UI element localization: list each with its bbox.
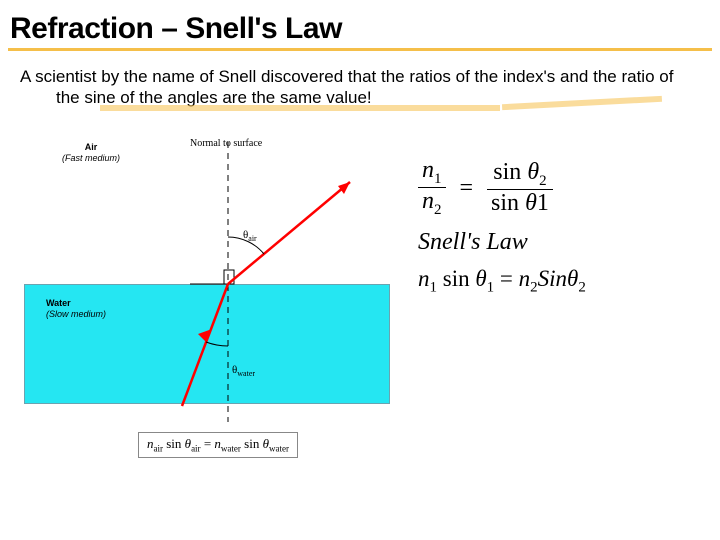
n2: n — [422, 188, 434, 214]
air-bold: Air — [85, 142, 98, 152]
n1: n — [422, 157, 434, 183]
water-bold: Water — [46, 298, 71, 308]
theta-air-sub: air — [248, 234, 256, 243]
normal-label: Normal to surface — [190, 138, 262, 149]
sin-top: sin — [493, 159, 521, 185]
eq-sign-1: = — [452, 175, 482, 201]
slide-title: Refraction – Snell's Law — [0, 0, 720, 50]
ratio-equation: n1 n2 = sin θ2 sin θ1 — [418, 157, 586, 219]
n1sub: 1 — [434, 171, 442, 187]
diagram-equation: nair sin θair = nwater sin θwater — [138, 432, 298, 458]
r2-sin1: sin — [437, 266, 475, 291]
air-italic: (Fast medium) — [62, 153, 120, 163]
r2-sin2: Sin — [538, 266, 567, 291]
diagram-svg — [20, 142, 390, 452]
frac-right: sin θ2 sin θ1 — [487, 159, 553, 217]
r2-t2: θ — [567, 266, 578, 291]
th-top: θ — [527, 159, 539, 185]
theta-air-label: θair — [243, 229, 257, 243]
snell-law-label: Snell's Law — [418, 229, 586, 256]
refracted-ray — [182, 284, 228, 406]
theta-water-sub: water — [237, 369, 255, 378]
snells-law-equations: n1 n2 = sin θ2 sin θ1 Snell's Law n1 sin… — [418, 157, 586, 296]
water-angle-arc — [206, 342, 228, 346]
r2-n1s: 1 — [430, 279, 438, 295]
r2-t2s: 2 — [578, 279, 586, 295]
frac-left: n1 n2 — [418, 157, 446, 219]
title-underline — [8, 48, 712, 51]
snell-law-expanded: n1 sin θ1 = n2Sinθ2 — [418, 266, 586, 297]
r2-n2: n — [519, 266, 531, 291]
r2-eq: = — [500, 266, 513, 291]
eq-th2-sub: water — [269, 444, 289, 454]
n2sub: 2 — [434, 202, 442, 218]
th-top-sub: 2 — [539, 173, 547, 189]
eq-n1-sub: air — [154, 444, 164, 454]
eq-sin2: sin — [241, 436, 263, 451]
eq-sin1: sin — [163, 436, 185, 451]
para-line1: A scientist by the name of Snell discove… — [20, 67, 470, 86]
water-italic: (Slow medium) — [46, 309, 106, 319]
r2-t1s: 1 — [487, 279, 495, 295]
air-medium-label: Air (Fast medium) — [62, 142, 120, 164]
water-medium-label: Water (Slow medium) — [46, 298, 106, 321]
refraction-diagram: Normal to surface Air (Fast medium) Wate… — [20, 142, 390, 452]
sin-bot: sin — [491, 190, 519, 216]
eq-n2-sub: water — [221, 444, 241, 454]
r2-n1: n — [418, 266, 430, 291]
theta-water-label: θwater — [232, 364, 255, 378]
eq-eq: = — [201, 436, 215, 451]
r2-t1: θ — [475, 266, 486, 291]
eq-th1-sub: air — [191, 444, 201, 454]
th-bot: θ — [525, 190, 537, 216]
th-bot-sub: 1 — [537, 190, 549, 216]
highlight-stroke-1 — [100, 105, 500, 111]
r2-n2s: 2 — [530, 279, 538, 295]
incident-arrowhead — [338, 182, 350, 194]
